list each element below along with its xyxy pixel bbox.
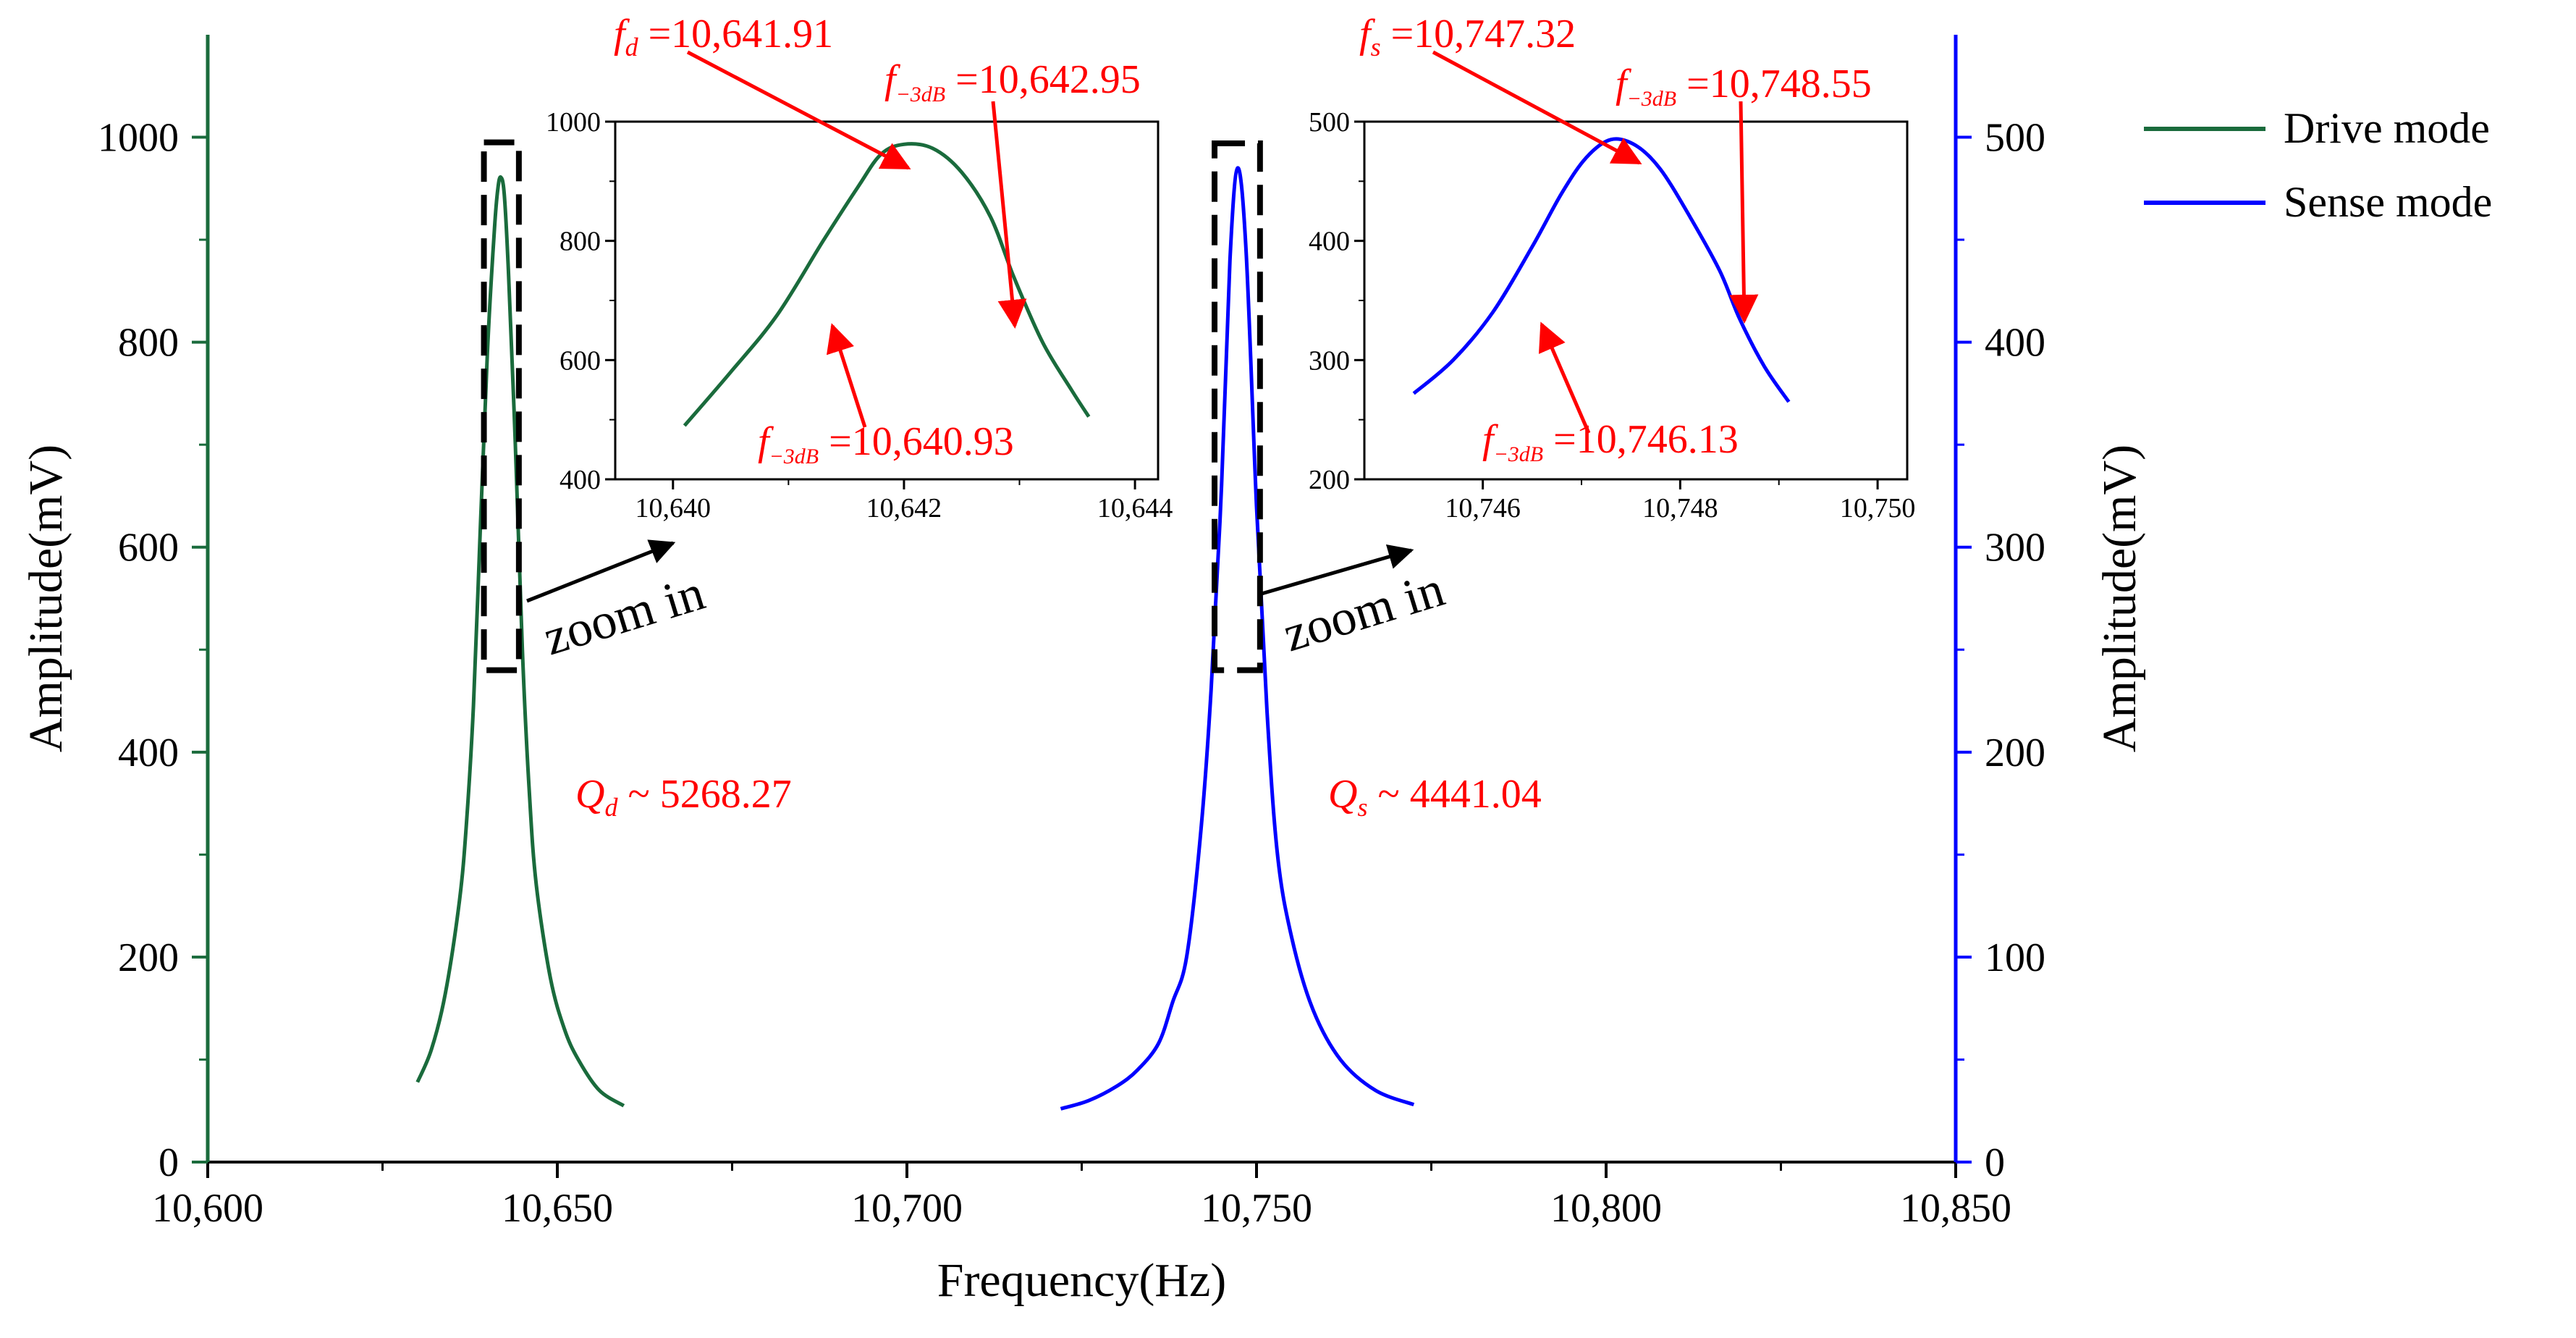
- y-left-tick-label: 600: [118, 526, 179, 571]
- x-tick-label: 10,850: [1900, 1186, 2011, 1231]
- y-right-tick-label: 500: [1985, 116, 2045, 161]
- f3db-lower-sense-subscript: −3dB: [1494, 442, 1544, 466]
- inset-sense-x-tick-label: 10,748: [1642, 493, 1718, 523]
- y-left-tick-label: 400: [118, 731, 179, 775]
- zoom-box-2: [1212, 140, 1263, 673]
- inset-sense-y-tick-label: 300: [1309, 345, 1350, 376]
- qs-label: Q: [1328, 772, 1357, 817]
- x-axis-label: Frequency(Hz): [937, 1254, 1226, 1307]
- qd-subscript: d: [604, 793, 618, 822]
- y-right-tick-label: 300: [1985, 526, 2045, 571]
- f3db-lower-drive-arrow: [826, 323, 867, 428]
- legend-drive-label: Drive mode: [2284, 104, 2490, 152]
- y-left-tick-label: 800: [118, 321, 179, 366]
- sense-mode-line: [1060, 166, 1415, 1111]
- zoom-arrow-2: [1261, 544, 1414, 596]
- x-tick-label: 10,600: [152, 1186, 263, 1231]
- f3db-upper-drive-value: =10,642.95: [945, 57, 1141, 102]
- inset-drive-y-tick-label: 800: [559, 227, 601, 257]
- inset-drive-y-tick-label: 1000: [546, 107, 601, 138]
- fd-subscript: d: [625, 33, 639, 62]
- x-tick-label: 10,650: [502, 1186, 613, 1231]
- fs-value: =10,747.32: [1381, 12, 1576, 56]
- inset-sense-x-tick-label: 10,750: [1840, 493, 1916, 523]
- qd-value: ~ 5268.27: [617, 772, 791, 817]
- legend-sense-label: Sense mode: [2284, 178, 2492, 226]
- f3db-upper-sense-value: =10,748.55: [1676, 62, 1872, 106]
- qs-subscript: s: [1357, 793, 1367, 822]
- y-left-tick-label: 0: [159, 1140, 179, 1185]
- y-right-axis-label: Amplitude(mV): [2093, 445, 2146, 752]
- fd-annotation: fd =10,641.91: [614, 12, 833, 62]
- inset-sense-frame: [1363, 120, 1909, 481]
- qs-value: ~ 4441.04: [1367, 772, 1541, 817]
- inset-drive-x-tick-label: 10,640: [635, 493, 711, 523]
- qs-annotation: Qs ~ 4441.04: [1328, 772, 1542, 822]
- qd-annotation: Qd ~ 5268.27: [575, 772, 792, 822]
- inset-drive-y-tick-label: 600: [559, 345, 601, 376]
- y-right-tick-label: 0: [1985, 1140, 2005, 1185]
- inset-drive-frame: [614, 120, 1160, 481]
- y-right-tick-label: 200: [1985, 731, 2045, 775]
- inset-drive-chart: 10,640 10,642 10,644 400 600 800 1000: [546, 107, 1173, 523]
- inset-sense-y-tick-label: 400: [1309, 227, 1350, 257]
- f3db-lower-sense-arrow: [1538, 321, 1591, 434]
- fd-value: =10,641.91: [638, 12, 834, 56]
- f3db-lower-drive-value: =10,640.93: [819, 419, 1014, 464]
- f3db-lower-sense-annotation: f−3dB =10,746.13: [1482, 417, 1739, 466]
- f3db-upper-drive-arrow: [991, 101, 1027, 329]
- qd-label: Q: [575, 772, 604, 817]
- zoom-in-label-1: zoom in: [537, 565, 711, 666]
- f3db-upper-sense-annotation: f−3dB =10,748.55: [1616, 62, 1872, 111]
- y-left-tick-label: 200: [118, 935, 179, 980]
- legend: Drive mode Sense mode: [2144, 104, 2492, 226]
- f3db-upper-drive-annotation: f−3dB =10,642.95: [884, 57, 1141, 106]
- zoom-box-1: [481, 139, 522, 673]
- inset-sense-y-tick-label: 200: [1309, 465, 1350, 495]
- inset-drive-x-tick-label: 10,644: [1097, 493, 1173, 523]
- f3db-upper-sense-arrow: [1729, 101, 1759, 324]
- main-series: [415, 166, 1415, 1111]
- y-right-tick-label: 400: [1985, 321, 2045, 366]
- x-tick-label: 10,700: [851, 1186, 963, 1231]
- x-tick-label: 10,750: [1201, 1186, 1312, 1231]
- f3db-lower-sense-value: =10,746.13: [1543, 417, 1739, 462]
- y-right-tick-label: 100: [1985, 935, 2045, 980]
- fs-annotation: fs =10,747.32: [1359, 12, 1576, 62]
- fs-subscript: s: [1371, 33, 1381, 62]
- x-tick-label: 10,800: [1550, 1186, 1662, 1231]
- y-left-tick-label: 1000: [98, 116, 179, 161]
- main-axes: 10,600 10,650 10,700 10,750 10,800 10,8500200…: [20, 35, 2146, 1307]
- annotations: Qd ~ 5268.27 Qs ~ 4441.04 fd =10,641.91 …: [575, 12, 1872, 822]
- inset-sense-y-tick-label: 500: [1309, 107, 1350, 138]
- inset-sense-x-tick-label: 10,746: [1445, 493, 1521, 523]
- zoom-in-label-2: zoom in: [1277, 561, 1450, 662]
- fd-arrow: [686, 50, 911, 170]
- inset-drive-y-tick-label: 400: [559, 465, 601, 495]
- zoom-arrow-1: [526, 539, 676, 603]
- f3db-lower-drive-subscript: −3dB: [769, 445, 819, 468]
- f3db-upper-sense-subscript: −3dB: [1627, 87, 1677, 111]
- inset-drive-x-tick-label: 10,642: [866, 493, 942, 523]
- fs-arrow: [1432, 50, 1642, 165]
- f3db-upper-drive-subscript: −3dB: [896, 83, 946, 106]
- drive-mode-line: [415, 175, 625, 1108]
- y-left-axis-label: Amplitude(mV): [20, 445, 72, 752]
